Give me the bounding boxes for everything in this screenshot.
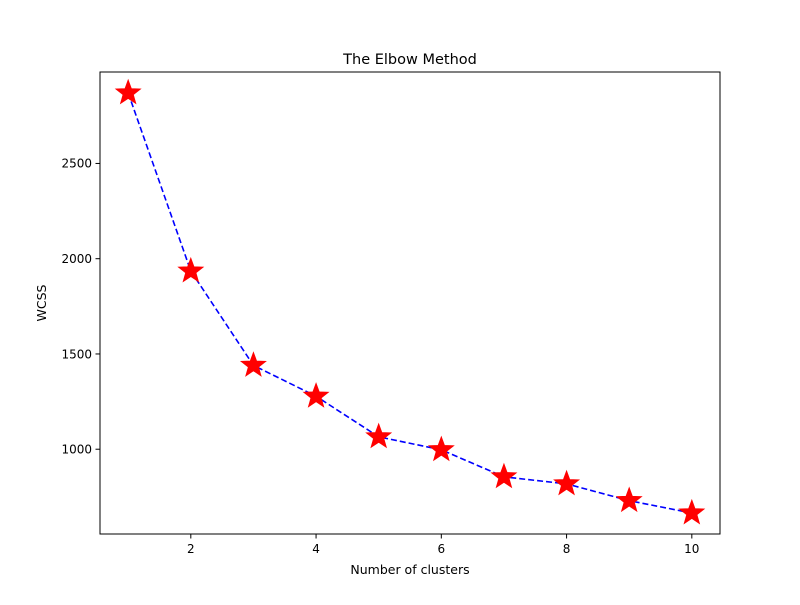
markers-layer — [114, 78, 706, 525]
data-point-marker — [302, 382, 330, 408]
x-tick-label: 6 — [437, 542, 445, 556]
data-point-marker — [177, 256, 205, 283]
x-tick-label: 8 — [563, 542, 571, 556]
y-tick-label: 1000 — [61, 443, 92, 457]
data-point-marker — [114, 78, 142, 105]
plot-background — [100, 72, 720, 534]
data-point-marker — [615, 486, 643, 513]
data-point-marker — [239, 351, 267, 377]
data-point-marker — [678, 498, 706, 525]
y-tick-label: 2500 — [61, 157, 92, 171]
chart-title: The Elbow Method — [342, 52, 477, 68]
plot-frame — [99, 71, 721, 535]
data-point-marker — [553, 469, 581, 496]
x-tick-label: 10 — [684, 542, 699, 556]
x-axis-ticks: 2 4 6 8 10 — [187, 534, 699, 556]
x-tick-label: 2 — [187, 542, 195, 556]
y-tick-label: 2000 — [61, 252, 92, 266]
x-axis-label: Number of clusters — [350, 562, 469, 577]
data-point-marker — [365, 422, 393, 449]
y-axis-ticks: 1000 1500 2000 2500 — [61, 157, 100, 457]
series-line — [127, 92, 692, 514]
x-tick-label: 4 — [312, 542, 320, 556]
series-line-layer — [127, 92, 692, 514]
y-axis-label: WCSS — [34, 284, 49, 321]
data-point-marker — [490, 462, 518, 489]
y-tick-label: 1500 — [61, 347, 92, 361]
data-point-marker — [427, 435, 455, 462]
